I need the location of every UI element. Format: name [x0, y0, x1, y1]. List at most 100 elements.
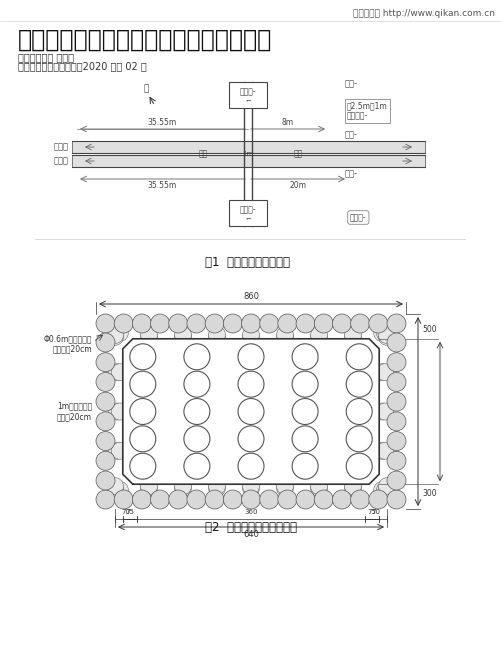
Circle shape: [276, 328, 293, 345]
Circle shape: [106, 480, 123, 496]
Circle shape: [111, 324, 128, 341]
Circle shape: [376, 482, 393, 498]
Circle shape: [205, 490, 223, 509]
Circle shape: [111, 403, 128, 420]
Circle shape: [106, 328, 123, 345]
Text: 线上行: 线上行: [54, 143, 69, 151]
Polygon shape: [123, 339, 378, 484]
Circle shape: [314, 490, 333, 509]
Text: 郑刘: 郑刘: [198, 149, 207, 158]
Text: 20m: 20m: [289, 181, 306, 190]
Text: 图2  高压旋喷桩施工示意图: 图2 高压旋喷桩施工示意图: [204, 521, 297, 534]
Circle shape: [108, 363, 125, 381]
Circle shape: [237, 398, 264, 424]
Bar: [228, 200, 267, 226]
Circle shape: [183, 398, 209, 424]
Text: 线下行: 线下行: [54, 156, 69, 165]
Circle shape: [241, 314, 260, 333]
Text: 贯通线-: 贯通线-: [349, 213, 366, 222]
Text: ⌐: ⌐: [244, 215, 250, 222]
Circle shape: [183, 371, 209, 397]
Circle shape: [332, 490, 351, 509]
Circle shape: [378, 480, 395, 496]
Circle shape: [237, 344, 264, 370]
Circle shape: [378, 328, 395, 345]
Circle shape: [168, 490, 187, 509]
Circle shape: [386, 333, 405, 352]
Text: 1m: 1m: [242, 151, 253, 157]
Circle shape: [378, 478, 395, 495]
Circle shape: [140, 326, 157, 343]
Circle shape: [376, 403, 393, 420]
Circle shape: [242, 326, 259, 343]
Circle shape: [223, 314, 242, 333]
Text: 农田-: 农田-: [344, 169, 357, 178]
Circle shape: [183, 344, 209, 370]
Circle shape: [373, 482, 390, 498]
Text: 北: 北: [144, 84, 149, 93]
Circle shape: [130, 344, 155, 370]
Text: 宽2.5m深1m
无水沟渠-: 宽2.5m深1m 无水沟渠-: [346, 101, 387, 121]
Circle shape: [242, 478, 259, 495]
Circle shape: [373, 403, 390, 420]
Circle shape: [96, 373, 115, 391]
Circle shape: [376, 363, 393, 381]
Circle shape: [150, 314, 169, 333]
Circle shape: [186, 314, 205, 333]
Text: 来源：《科技创新导报》2020 年第 02 期: 来源：《科技创新导报》2020 年第 02 期: [18, 61, 146, 71]
Circle shape: [386, 314, 405, 333]
Circle shape: [373, 363, 390, 381]
Circle shape: [276, 478, 293, 495]
Circle shape: [132, 490, 151, 509]
Circle shape: [96, 490, 115, 509]
Text: 作者：孙洪硕 孙丽娟: 作者：孙洪硕 孙丽娟: [18, 52, 74, 62]
Circle shape: [344, 480, 361, 496]
Circle shape: [259, 490, 278, 509]
Circle shape: [278, 314, 296, 333]
Text: 70: 70: [121, 509, 130, 515]
Text: 引水管路下穿铁路工程施工方法技术研究: 引水管路下穿铁路工程施工方法技术研究: [18, 28, 272, 52]
Text: 500: 500: [421, 324, 436, 334]
Circle shape: [114, 490, 133, 509]
Circle shape: [310, 326, 327, 343]
Circle shape: [346, 344, 371, 370]
Circle shape: [242, 328, 259, 345]
Text: 工作井-: 工作井-: [239, 88, 256, 97]
Circle shape: [130, 453, 155, 479]
Bar: [72, 141, 424, 153]
Circle shape: [350, 314, 369, 333]
Text: 860: 860: [242, 292, 259, 301]
Circle shape: [292, 344, 318, 370]
Text: 排洪-: 排洪-: [344, 130, 357, 139]
Circle shape: [346, 371, 371, 397]
Circle shape: [344, 478, 361, 495]
Circle shape: [174, 326, 191, 343]
Circle shape: [168, 314, 187, 333]
Circle shape: [108, 442, 125, 459]
Circle shape: [140, 480, 157, 496]
Circle shape: [140, 478, 157, 495]
Text: 农田-: 农田-: [344, 79, 357, 88]
Circle shape: [114, 314, 133, 333]
Circle shape: [310, 478, 327, 495]
Circle shape: [386, 432, 405, 450]
Text: 35.55m: 35.55m: [148, 118, 177, 127]
Circle shape: [237, 453, 264, 479]
Circle shape: [350, 490, 369, 509]
Circle shape: [376, 324, 393, 341]
Circle shape: [292, 371, 318, 397]
Text: 75: 75: [367, 509, 376, 515]
Text: 300: 300: [421, 489, 436, 498]
Circle shape: [332, 314, 351, 333]
Text: 70: 70: [371, 509, 380, 515]
Circle shape: [130, 426, 155, 452]
Circle shape: [386, 451, 405, 471]
Circle shape: [208, 478, 225, 495]
Circle shape: [174, 328, 191, 345]
Circle shape: [386, 471, 405, 490]
Circle shape: [344, 328, 361, 345]
Circle shape: [237, 371, 264, 397]
Circle shape: [106, 478, 123, 495]
Circle shape: [186, 490, 205, 509]
Circle shape: [278, 490, 296, 509]
